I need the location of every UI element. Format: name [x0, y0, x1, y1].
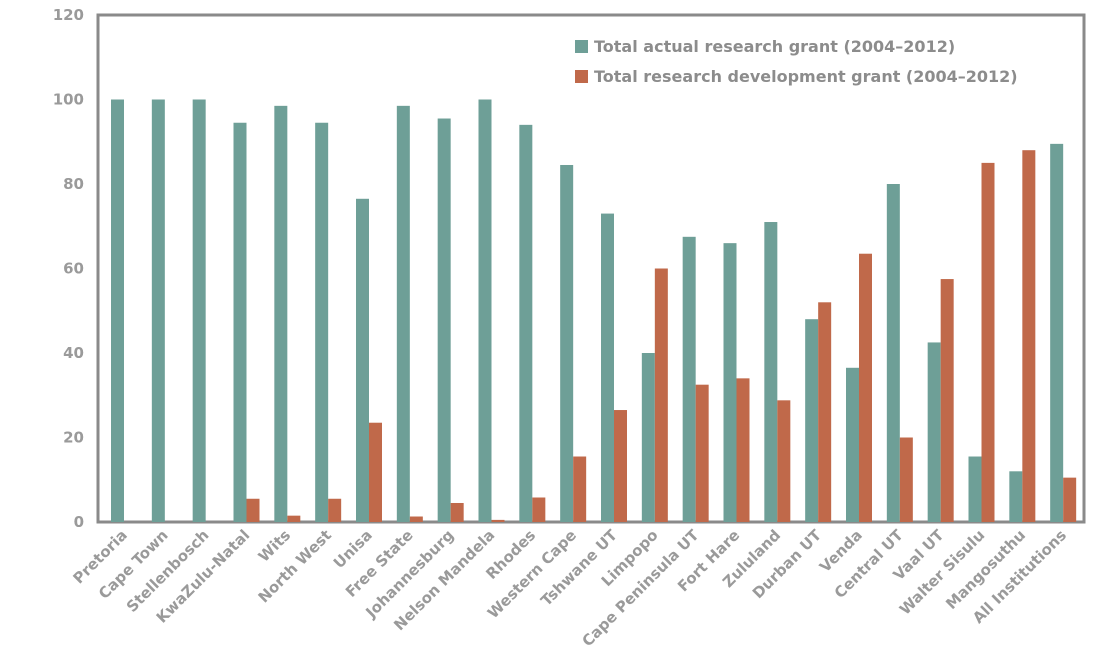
bar-development-grant [1022, 150, 1036, 522]
bar-actual-grant [560, 164, 574, 523]
y-axis: 0 20 40 60 80 100 120 [53, 6, 84, 531]
bar-actual-grant [111, 99, 124, 522]
bar-actual-grant [396, 105, 410, 522]
legend-swatch-actual [575, 40, 588, 53]
bar-actual-grant [519, 124, 533, 522]
bar-actual-grant [1009, 471, 1023, 522]
bar-actual-grant [886, 184, 900, 522]
bar-development-grant [981, 162, 995, 523]
bar-development-grant [328, 498, 342, 522]
plot-frame [96, 13, 1086, 524]
bar-development-grant [614, 410, 627, 522]
y-tick-label: 0 [74, 513, 84, 531]
bar-development-grant [777, 400, 791, 522]
bar-development-grant [940, 279, 954, 522]
bar-actual-grant [151, 99, 165, 522]
bar-actual-grant [315, 122, 329, 523]
bar-actual-grant [682, 236, 696, 522]
bar-actual-grant [846, 367, 859, 522]
y-tick-label: 80 [63, 175, 84, 193]
bar-development-grant [654, 268, 668, 522]
bar-actual-grant [968, 456, 982, 522]
bar-development-grant [246, 498, 260, 522]
bar-actual-grant [723, 243, 737, 522]
bar-actual-grant [274, 105, 288, 522]
bar-actual-grant [437, 118, 451, 522]
bar-development-grant [736, 378, 750, 522]
bar-development-grant [859, 253, 872, 522]
bar-development-grant [450, 502, 464, 522]
bar-development-grant [818, 302, 832, 522]
bars [111, 99, 1077, 523]
legend-label-development: Total research development grant (2004–2… [594, 67, 1018, 86]
y-tick-label: 20 [63, 429, 84, 447]
y-tick-label: 120 [53, 6, 84, 24]
bar-actual-grant [927, 342, 941, 522]
bar-actual-grant [805, 319, 819, 522]
bar-development-grant [695, 384, 709, 522]
bar-development-grant [573, 456, 587, 522]
bar-development-grant [409, 516, 423, 522]
x-category-label: North West [255, 526, 335, 606]
y-tick-label: 100 [53, 91, 84, 109]
legend-swatch-development [575, 70, 588, 83]
bar-development-grant [532, 497, 546, 522]
y-tick-label: 60 [63, 260, 84, 278]
bar-development-grant [491, 519, 505, 522]
bar-actual-grant [641, 353, 655, 522]
bar-actual-grant [601, 213, 614, 522]
bar-development-grant [287, 515, 301, 522]
bar-actual-grant [764, 222, 778, 522]
legend-label-actual: Total actual research grant (2004–2012) [594, 37, 955, 56]
y-tick-label: 40 [63, 344, 84, 362]
bar-actual-grant [356, 198, 369, 523]
bar-development-grant [1063, 477, 1077, 522]
legend: Total actual research grant (2004–2012) … [575, 37, 1018, 86]
bar-actual-grant [1050, 143, 1064, 523]
bar-development-grant [899, 437, 913, 522]
bar-actual-grant [233, 122, 247, 523]
bar-development-grant [369, 422, 382, 522]
bar-actual-grant [478, 99, 492, 522]
bar-actual-grant [192, 99, 206, 522]
